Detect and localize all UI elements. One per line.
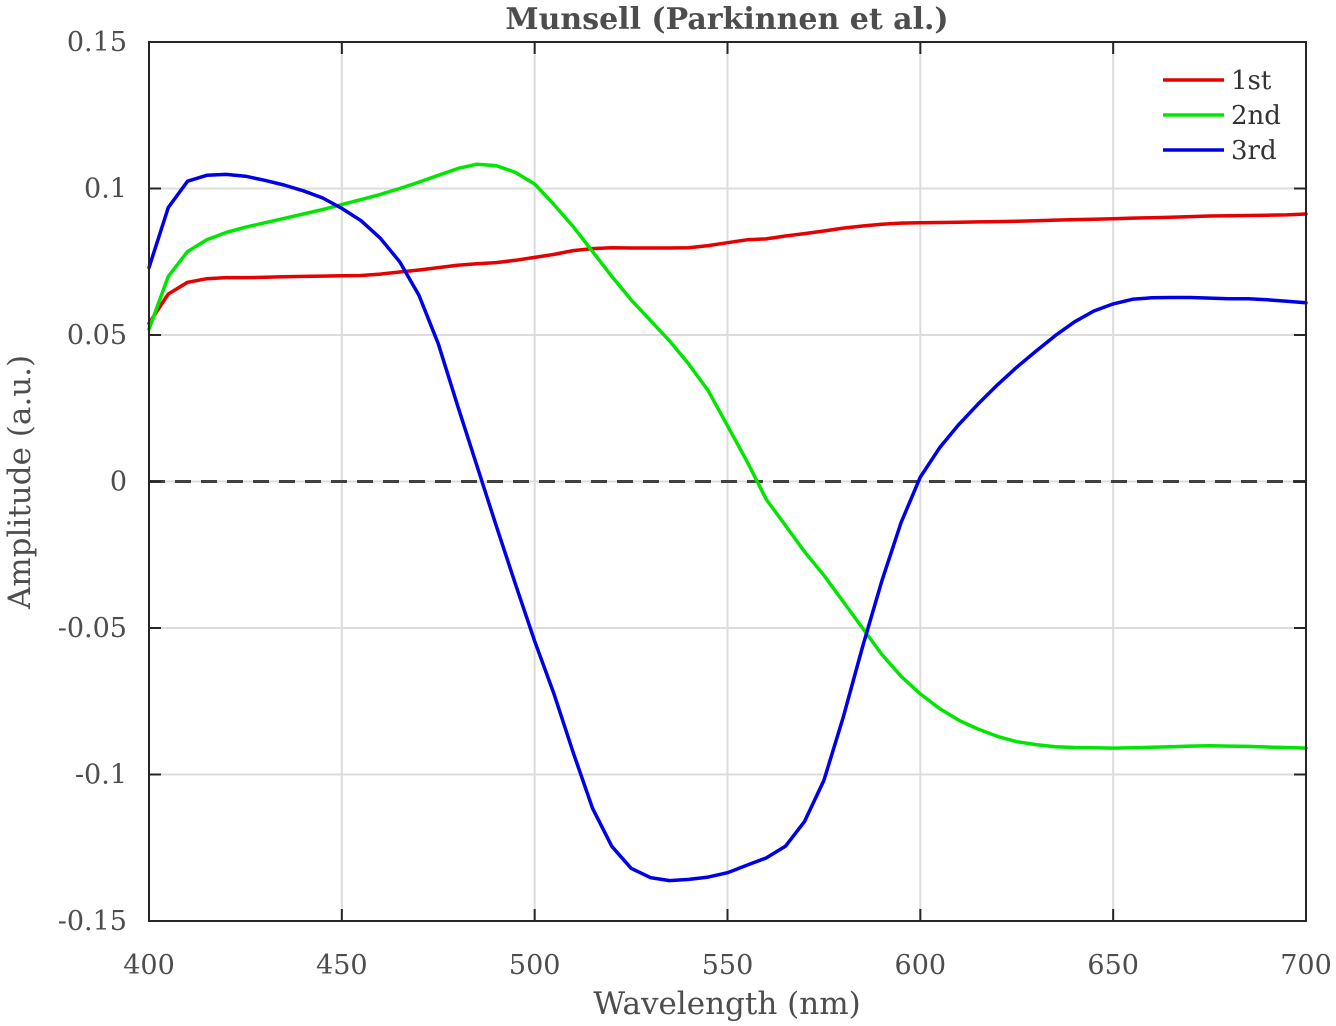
x-tick-label: 550	[702, 950, 754, 981]
y-tick-label: -0.1	[75, 760, 127, 791]
y-tick-label: 0	[110, 467, 127, 498]
series-line-1st	[147, 212, 1308, 326]
series-line-3rd	[147, 172, 1308, 883]
x-tick-label: 700	[1280, 950, 1332, 981]
chart-title: Munsell (Parkinnen et al.)	[505, 2, 948, 37]
y-tick-label: 0.1	[84, 174, 127, 205]
x-tick-label: 400	[123, 950, 175, 981]
series-line-2nd	[147, 162, 1308, 750]
x-tick-label: 450	[316, 950, 368, 981]
legend: 1st 2nd 3rd	[1163, 66, 1281, 166]
series-layer	[147, 162, 1308, 883]
x-tick-label: 650	[1087, 950, 1139, 981]
legend-label-1st: 1st	[1231, 66, 1272, 96]
x-axis-label: Wavelength (nm)	[593, 986, 860, 1022]
x-tick-label: 600	[895, 950, 947, 981]
ticks: 400 450 500 550 600 650 700 -0.15 -0.1 -0.05 0 0.05…	[58, 27, 1332, 981]
y-tick-label: -0.15	[58, 906, 127, 937]
legend-label-2nd: 2nd	[1231, 101, 1281, 131]
legend-label-3rd: 3rd	[1231, 136, 1277, 166]
y-tick-label: 0.05	[67, 320, 127, 351]
y-tick-label: 0.15	[67, 27, 127, 58]
y-axis-label: Amplitude (a.u.)	[2, 355, 38, 610]
y-tick-label: -0.05	[58, 613, 127, 644]
x-tick-label: 500	[509, 950, 561, 981]
